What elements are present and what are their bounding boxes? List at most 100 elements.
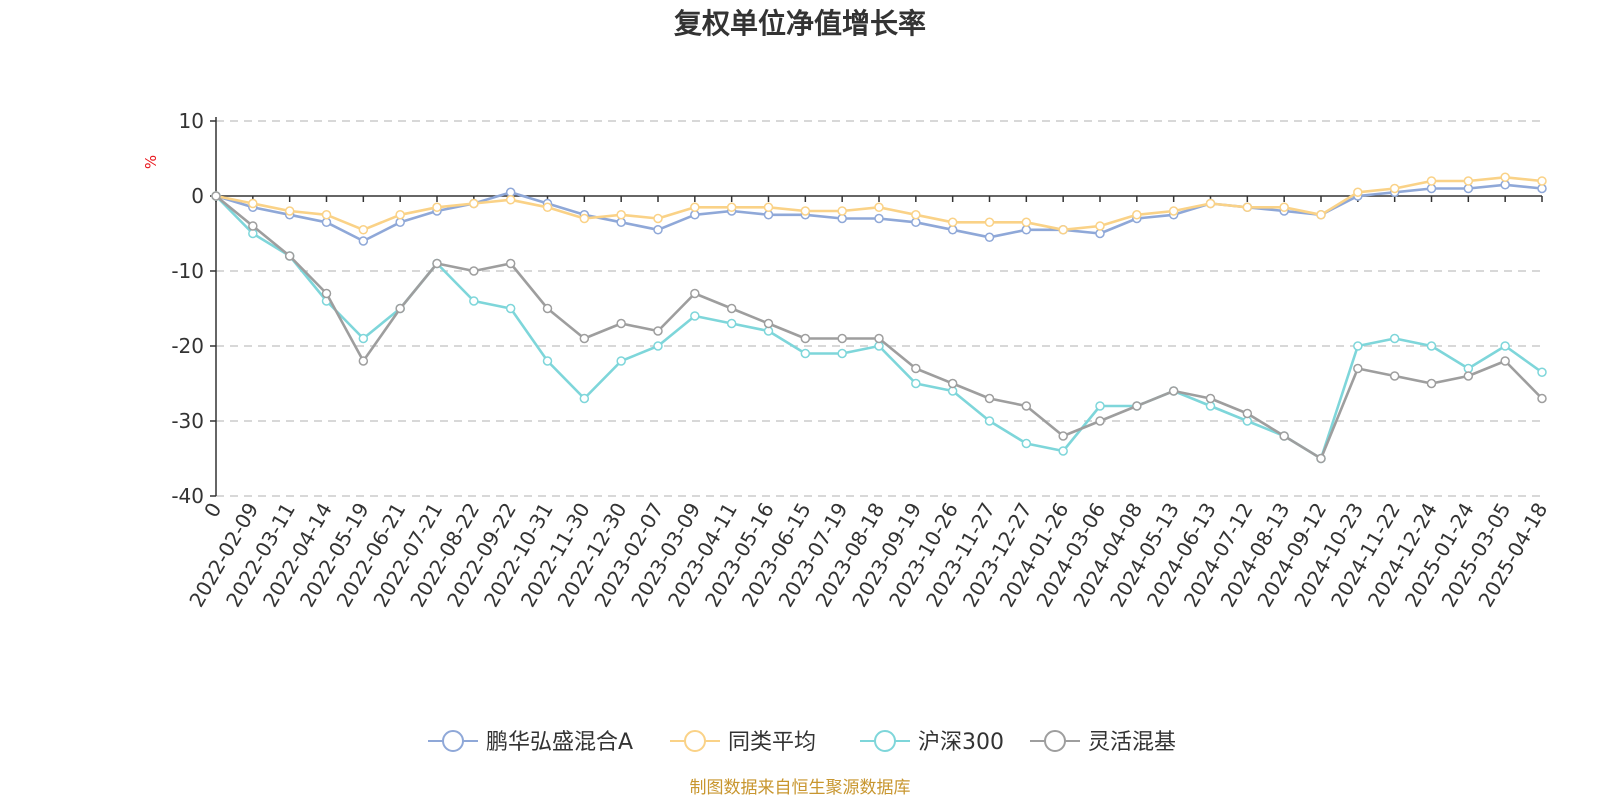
data-point[interactable] (800, 348, 811, 359)
data-point[interactable] (1316, 210, 1326, 220)
data-point[interactable] (248, 221, 258, 231)
data-point[interactable] (1463, 176, 1474, 186)
data-point[interactable] (874, 213, 884, 224)
data-point[interactable] (395, 303, 405, 314)
data-point[interactable] (1353, 187, 1363, 197)
data-point[interactable] (690, 202, 700, 212)
data-point[interactable] (1205, 393, 1216, 404)
data-point[interactable] (911, 378, 921, 389)
data-point[interactable] (653, 326, 663, 336)
data-point[interactable] (358, 333, 369, 344)
data-point[interactable] (321, 288, 332, 299)
data-point[interactable] (579, 393, 590, 404)
data-point[interactable] (1279, 202, 1289, 212)
data-point[interactable] (1058, 431, 1068, 441)
data-point[interactable] (1242, 202, 1253, 212)
data-point[interactable] (1021, 217, 1032, 227)
legend-item[interactable]: 同类平均 (670, 730, 816, 755)
data-point[interactable] (947, 378, 958, 389)
data-point[interactable] (1168, 206, 1179, 216)
data-point[interactable] (726, 318, 737, 329)
data-point[interactable] (726, 202, 737, 212)
data-point[interactable] (211, 191, 221, 201)
data-point[interactable] (1426, 176, 1437, 186)
data-point[interactable] (1095, 416, 1105, 426)
data-point[interactable] (1537, 393, 1547, 404)
data-point[interactable] (542, 356, 553, 366)
data-point[interactable] (1537, 176, 1547, 186)
data-point[interactable] (358, 236, 369, 246)
data-point[interactable] (1132, 210, 1142, 220)
data-point[interactable] (1242, 408, 1253, 419)
data-point[interactable] (1426, 341, 1437, 351)
data-point[interactable] (542, 303, 553, 314)
data-point[interactable] (1389, 371, 1400, 381)
data-point[interactable] (358, 356, 369, 366)
data-point[interactable] (284, 206, 295, 216)
data-point[interactable] (1021, 438, 1032, 449)
data-point[interactable] (690, 311, 700, 321)
legend-item[interactable]: 鹏华弘盛混合A (428, 730, 633, 755)
data-point[interactable] (1058, 225, 1068, 235)
data-point[interactable] (984, 232, 995, 242)
data-point[interactable] (874, 333, 884, 344)
data-point[interactable] (1279, 431, 1289, 441)
data-point[interactable] (1095, 401, 1105, 411)
data-point[interactable] (1168, 386, 1179, 396)
data-point[interactable] (1389, 183, 1400, 194)
legend[interactable]: 鹏华弘盛混合A 同类平均 沪深300 灵活混基 (428, 730, 1176, 755)
data-point[interactable] (653, 225, 663, 235)
data-point[interactable] (358, 225, 369, 235)
data-point[interactable] (763, 202, 774, 212)
data-point[interactable] (1537, 367, 1547, 377)
data-point[interactable] (837, 206, 847, 216)
data-point[interactable] (616, 318, 626, 329)
data-point[interactable] (800, 333, 811, 344)
data-point[interactable] (469, 296, 479, 306)
data-point[interactable] (690, 288, 700, 299)
data-point[interactable] (1316, 453, 1326, 464)
data-point[interactable] (432, 202, 442, 212)
data-point[interactable] (579, 213, 590, 224)
data-point[interactable] (653, 341, 663, 351)
data-point[interactable] (1095, 221, 1105, 231)
data-point[interactable] (1426, 378, 1437, 389)
data-point[interactable] (1021, 401, 1032, 411)
data-point[interactable] (542, 202, 553, 212)
data-point[interactable] (947, 217, 958, 227)
data-point[interactable] (579, 333, 590, 344)
data-point[interactable] (984, 393, 995, 404)
data-point[interactable] (1500, 356, 1510, 366)
data-point[interactable] (284, 251, 295, 261)
data-point[interactable] (1500, 341, 1510, 351)
data-point[interactable] (469, 198, 479, 209)
data-point[interactable] (321, 210, 332, 220)
data-point[interactable] (874, 202, 884, 212)
data-point[interactable] (1389, 333, 1400, 344)
data-point[interactable] (837, 348, 847, 359)
data-point[interactable] (1500, 172, 1510, 182)
data-point[interactable] (911, 363, 921, 374)
data-point[interactable] (911, 210, 921, 220)
data-point[interactable] (469, 266, 479, 276)
data-point[interactable] (837, 333, 847, 344)
data-point[interactable] (1205, 198, 1216, 209)
data-point[interactable] (505, 303, 516, 314)
data-point[interactable] (653, 213, 663, 224)
data-point[interactable] (763, 318, 774, 329)
data-point[interactable] (726, 303, 737, 314)
data-point[interactable] (1132, 401, 1142, 411)
data-point[interactable] (984, 217, 995, 227)
data-point[interactable] (984, 416, 995, 426)
data-point[interactable] (616, 210, 626, 220)
data-point[interactable] (800, 206, 811, 216)
data-point[interactable] (1353, 363, 1363, 374)
data-point[interactable] (505, 195, 516, 205)
data-point[interactable] (1353, 341, 1363, 351)
data-point[interactable] (616, 356, 626, 366)
data-point[interactable] (432, 258, 442, 269)
data-point[interactable] (395, 210, 405, 220)
legend-item[interactable]: 沪深300 (860, 730, 1004, 755)
data-point[interactable] (1058, 446, 1068, 456)
legend-item[interactable]: 灵活混基 (1030, 730, 1176, 755)
